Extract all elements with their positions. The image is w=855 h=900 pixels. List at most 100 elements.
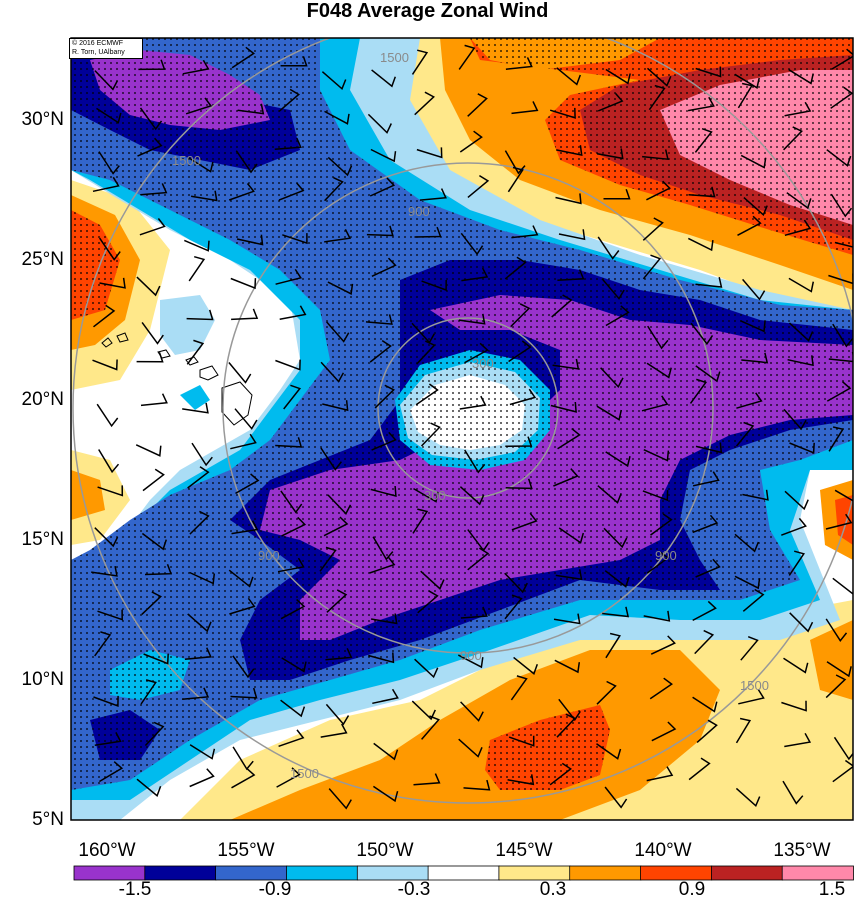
wind-barb (368, 652, 395, 664)
wind-barbs (91, 44, 853, 810)
wind-barb (230, 277, 257, 290)
wind-barb (326, 321, 350, 343)
wind-barb (505, 478, 533, 490)
wind-barb (143, 653, 169, 665)
wind-barb (510, 675, 528, 701)
wind-barb (136, 778, 162, 797)
wind-barb (414, 91, 435, 116)
cb-label-4: 0.9 (679, 879, 705, 900)
ring-label-900-d: 900 (258, 548, 280, 563)
cb-label-2: -0.3 (398, 879, 431, 900)
fill-redorange-e (835, 495, 853, 545)
wind-barb (510, 303, 531, 328)
wind-barb (94, 631, 112, 657)
wind-barb (413, 487, 439, 503)
wind-barb (692, 514, 719, 534)
wind-barb (828, 273, 853, 285)
fill-orange-se (810, 620, 853, 700)
wind-barb (365, 314, 393, 325)
wind-barb (140, 393, 168, 407)
wind-barb (278, 729, 305, 748)
wind-barb (277, 557, 305, 573)
wind-barb (830, 86, 853, 109)
wind-barb (328, 788, 352, 810)
wind-barb (600, 367, 624, 388)
wind-barb (458, 44, 476, 70)
wind-barb (690, 322, 714, 346)
wind-barb (412, 508, 429, 534)
wind-barb (372, 688, 399, 705)
wind-barb (553, 468, 579, 487)
wind-barb (788, 550, 806, 576)
wind-barb (369, 177, 396, 197)
wind-barb (458, 313, 486, 325)
wind-barb (186, 339, 205, 365)
wind-barb (511, 512, 538, 531)
wind-barb (789, 442, 815, 454)
wind-barb (605, 451, 631, 468)
wind-barb (786, 192, 812, 210)
wind-barb (327, 281, 354, 295)
wind-barb (414, 658, 439, 679)
wind-barb (421, 279, 447, 292)
lon-label-155: 155°W (217, 840, 274, 861)
wind-barb (94, 732, 122, 746)
cb-label-1: -0.9 (259, 879, 292, 900)
wind-barb (458, 738, 483, 758)
wind-barb (643, 449, 670, 462)
wind-barb (320, 361, 345, 383)
wind-barb (326, 589, 348, 613)
wind-barb (419, 188, 447, 201)
colorbar-swatch-10 (781, 865, 854, 881)
wind-barb (558, 698, 581, 722)
wind-barb (740, 636, 759, 661)
wind-barb (188, 157, 214, 173)
wind-barb (504, 572, 528, 594)
wind-barb (604, 786, 628, 809)
wind-barb (789, 612, 814, 633)
ring-label-900-b: 900 (460, 648, 482, 663)
wind-barb (597, 485, 622, 504)
wind-barb (549, 762, 572, 786)
wind-barb (742, 588, 765, 612)
wind-barb (464, 342, 489, 364)
wind-barb (783, 126, 803, 151)
wind-barb (511, 101, 539, 115)
wind-barb (603, 527, 628, 549)
wind-barb (325, 647, 353, 661)
wind-barb (92, 176, 120, 193)
wind-barb (646, 766, 674, 782)
map-frame (70, 37, 854, 821)
wind-barb (556, 145, 583, 157)
wind-barb (144, 721, 165, 747)
wind-barb (787, 355, 814, 367)
wind-barb (275, 437, 303, 448)
wind-barb (783, 408, 807, 431)
lat-label-30: 30°N (22, 109, 64, 130)
wind-barb (228, 183, 255, 201)
wind-barb (140, 679, 157, 705)
wind-barb (596, 680, 617, 705)
wind-barb (94, 70, 119, 91)
wind-barb (189, 768, 215, 788)
wind-barb (184, 239, 210, 252)
wind-barb (695, 365, 721, 383)
cb-label-3: 0.3 (540, 879, 566, 900)
cb-label-0: -1.5 (119, 879, 152, 900)
wind-barb (138, 59, 166, 71)
wind-barb (319, 546, 337, 572)
wind-barb (784, 490, 809, 511)
wind-barb (504, 150, 526, 175)
wind-barb (651, 721, 677, 742)
wind-barb (323, 516, 349, 537)
lat-label-25: 25°N (22, 249, 64, 270)
wind-barb (513, 656, 539, 675)
lat-axis: 30°N 25°N 20°N 15°N 10°N 5°N (22, 109, 64, 830)
wind-barb (695, 277, 723, 288)
wind-barb (141, 532, 168, 551)
wind-barb (742, 489, 769, 501)
wind-barb (372, 785, 399, 803)
wind-barb (834, 241, 853, 248)
copyright-line-2: R. Torn, UAlbany (72, 49, 125, 56)
lat-label-10: 10°N (22, 669, 64, 690)
